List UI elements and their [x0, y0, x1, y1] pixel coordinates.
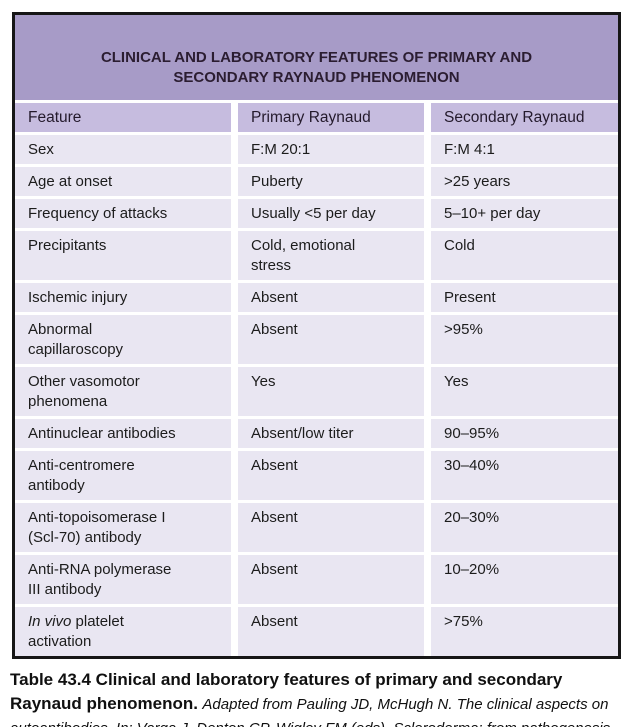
feature-text-italic: In vivo [28, 613, 72, 630]
secondary-value-cell: 30–40% [431, 451, 618, 500]
primary-value-cell: Absent [238, 503, 424, 552]
feature-text: Anti-RNA polymerase III antibody [28, 561, 172, 598]
feature-text: Abnormal capillaroscopy [28, 321, 124, 358]
secondary-value-cell: Cold [431, 231, 618, 280]
secondary-value-cell: 90–95% [431, 419, 618, 448]
secondary-value-cell: >75% [431, 607, 618, 656]
feature-cell: In vivo platelet activation [15, 607, 231, 656]
primary-value-cell: Cold, emotional stress [238, 231, 424, 280]
primary-value-cell: F:M 20:1 [238, 135, 424, 164]
feature-cell: Ischemic injury [15, 283, 231, 312]
secondary-value-cell: Yes [431, 367, 618, 416]
table-title: CLINICAL AND LABORATORY FEATURES OF PRIM… [100, 49, 533, 86]
feature-cell: Age at onset [15, 167, 231, 196]
column-header-secondary-raynaud: Secondary Raynaud [431, 103, 618, 132]
table-grid: Feature Primary Raynaud Secondary Raynau… [15, 103, 618, 656]
feature-text: Age at onset [28, 173, 113, 190]
secondary-value-cell: 5–10+ per day [431, 199, 618, 228]
feature-text: platelet activation [28, 613, 124, 650]
feature-cell: Frequency of attacks [15, 199, 231, 228]
feature-cell: Precipitants [15, 231, 231, 280]
primary-value-cell: Absent [238, 451, 424, 500]
feature-text: Precipitants [28, 237, 107, 254]
primary-value-cell: Puberty [238, 167, 424, 196]
column-header-feature: Feature [15, 103, 231, 132]
primary-value-cell: Absent [238, 607, 424, 656]
feature-cell: Anti-topoisomerase I (Scl-70) antibody [15, 503, 231, 552]
table-title-band: CLINICAL AND LABORATORY FEATURES OF PRIM… [15, 15, 618, 100]
feature-text: Antinuclear antibodies [28, 425, 176, 442]
primary-value-cell: Absent [238, 283, 424, 312]
feature-text: Frequency of attacks [28, 205, 168, 222]
secondary-value-cell: F:M 4:1 [431, 135, 618, 164]
feature-cell: Antinuclear antibodies [15, 419, 231, 448]
feature-cell: Anti-centromere antibody [15, 451, 231, 500]
column-header-primary-raynaud: Primary Raynaud [238, 103, 424, 132]
secondary-value-cell: >25 years [431, 167, 618, 196]
feature-text: Sex [28, 141, 54, 158]
raynaud-features-table: CLINICAL AND LABORATORY FEATURES OF PRIM… [12, 12, 621, 659]
primary-value-cell: Absent/low titer [238, 419, 424, 448]
primary-value-cell: Usually <5 per day [238, 199, 424, 228]
caption-source: Adapted from Pauling JD, McHugh N. The c… [10, 696, 610, 727]
secondary-value-cell: >95% [431, 315, 618, 364]
feature-cell: Abnormal capillaroscopy [15, 315, 231, 364]
feature-text: Anti-centromere antibody [28, 457, 135, 494]
feature-cell: Other vasomotor phenomena [15, 367, 231, 416]
primary-value-cell: Yes [238, 367, 424, 416]
feature-cell: Sex [15, 135, 231, 164]
feature-text: Other vasomotor phenomena [28, 373, 140, 410]
secondary-value-cell: 10–20% [431, 555, 618, 604]
secondary-value-cell: 20–30% [431, 503, 618, 552]
primary-value-cell: Absent [238, 315, 424, 364]
feature-text: Ischemic injury [28, 289, 128, 306]
caption-title: Table 43.4 Clinical and laboratory featu… [10, 670, 563, 713]
table-caption: Table 43.4 Clinical and laboratory featu… [10, 668, 624, 727]
feature-cell: Anti-RNA polymerase III antibody [15, 555, 231, 604]
secondary-value-cell: Present [431, 283, 618, 312]
primary-value-cell: Absent [238, 555, 424, 604]
feature-text: Anti-topoisomerase I (Scl-70) antibody [28, 509, 166, 546]
